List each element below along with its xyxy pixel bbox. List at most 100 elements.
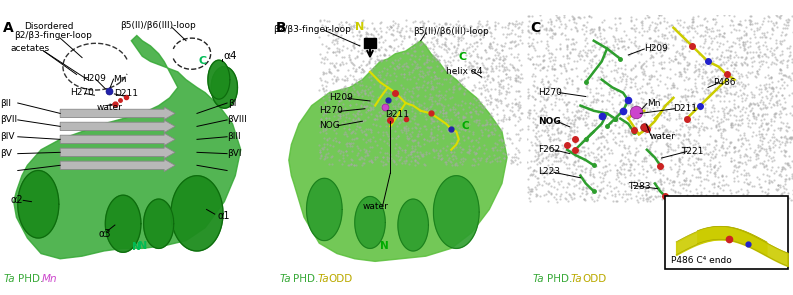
Point bbox=[331, 41, 343, 46]
Point bbox=[349, 113, 362, 117]
Point bbox=[775, 58, 787, 63]
Point bbox=[712, 148, 725, 153]
Point bbox=[706, 75, 718, 80]
Point bbox=[422, 58, 435, 62]
Point bbox=[540, 109, 553, 114]
Point bbox=[543, 152, 556, 156]
Point bbox=[542, 199, 554, 203]
Point bbox=[617, 74, 630, 79]
Point bbox=[496, 117, 509, 122]
Point bbox=[521, 185, 534, 189]
Point bbox=[668, 56, 681, 61]
Point bbox=[756, 145, 768, 150]
Point bbox=[613, 142, 626, 147]
Point bbox=[596, 185, 609, 190]
Point bbox=[571, 58, 584, 63]
Point bbox=[456, 82, 469, 86]
Point bbox=[523, 34, 535, 39]
Point bbox=[555, 64, 568, 69]
Point bbox=[739, 83, 752, 88]
Point bbox=[620, 76, 633, 81]
Point bbox=[663, 30, 676, 34]
Point bbox=[435, 157, 447, 161]
Point bbox=[738, 42, 751, 47]
Point bbox=[467, 132, 480, 136]
Point bbox=[331, 30, 343, 35]
Point bbox=[754, 106, 767, 110]
Point bbox=[608, 15, 621, 20]
Point bbox=[527, 27, 539, 31]
Point bbox=[512, 26, 525, 30]
Point bbox=[745, 105, 758, 110]
Point bbox=[599, 170, 611, 174]
Point bbox=[316, 146, 329, 150]
Point bbox=[431, 133, 443, 137]
Point bbox=[371, 32, 384, 37]
Point bbox=[738, 197, 751, 201]
Point bbox=[462, 135, 474, 140]
Point bbox=[379, 104, 392, 109]
Point bbox=[752, 113, 764, 117]
Point bbox=[712, 74, 725, 79]
Point bbox=[688, 94, 700, 98]
Point bbox=[335, 23, 348, 28]
Point bbox=[689, 80, 702, 85]
Point bbox=[762, 65, 775, 69]
Point bbox=[684, 40, 697, 45]
Point bbox=[743, 40, 756, 45]
Point bbox=[759, 105, 772, 110]
Point bbox=[710, 68, 722, 73]
Point bbox=[553, 108, 565, 113]
Point bbox=[757, 102, 770, 106]
Point bbox=[774, 101, 787, 106]
Point bbox=[781, 163, 793, 168]
Point bbox=[614, 171, 626, 176]
Point bbox=[512, 21, 525, 26]
Point bbox=[715, 174, 728, 179]
Point bbox=[579, 155, 592, 160]
Point bbox=[677, 78, 690, 83]
Point bbox=[345, 130, 358, 135]
Point bbox=[760, 122, 773, 126]
Point bbox=[420, 85, 433, 90]
Point bbox=[343, 55, 355, 60]
Point bbox=[609, 60, 622, 65]
Point bbox=[533, 31, 546, 36]
Point bbox=[380, 162, 393, 167]
Point bbox=[496, 138, 508, 143]
Point bbox=[561, 60, 574, 65]
Point bbox=[726, 108, 738, 113]
Point bbox=[416, 19, 428, 24]
Point bbox=[722, 58, 735, 63]
Point bbox=[396, 26, 408, 30]
Point bbox=[450, 47, 462, 52]
Point bbox=[700, 177, 713, 181]
Point bbox=[595, 135, 607, 140]
Point bbox=[504, 161, 517, 166]
Point bbox=[686, 15, 699, 20]
Point bbox=[491, 158, 504, 163]
Point bbox=[641, 199, 653, 204]
Point bbox=[362, 115, 374, 120]
Point bbox=[672, 29, 685, 33]
Point bbox=[568, 130, 580, 134]
Point bbox=[703, 33, 716, 38]
Point bbox=[412, 143, 424, 148]
Point bbox=[554, 191, 567, 196]
Point bbox=[353, 157, 366, 162]
Point bbox=[552, 131, 565, 135]
Point bbox=[389, 67, 401, 71]
Point bbox=[423, 65, 435, 70]
Point bbox=[472, 140, 485, 144]
Point bbox=[355, 155, 368, 160]
Point bbox=[725, 48, 737, 53]
Point bbox=[407, 101, 419, 106]
Point bbox=[674, 199, 687, 204]
Point bbox=[699, 114, 711, 118]
Point bbox=[348, 118, 361, 123]
Point bbox=[727, 104, 740, 109]
Point bbox=[411, 150, 423, 155]
Point bbox=[640, 126, 653, 131]
Point bbox=[463, 63, 476, 68]
Point bbox=[596, 99, 608, 103]
